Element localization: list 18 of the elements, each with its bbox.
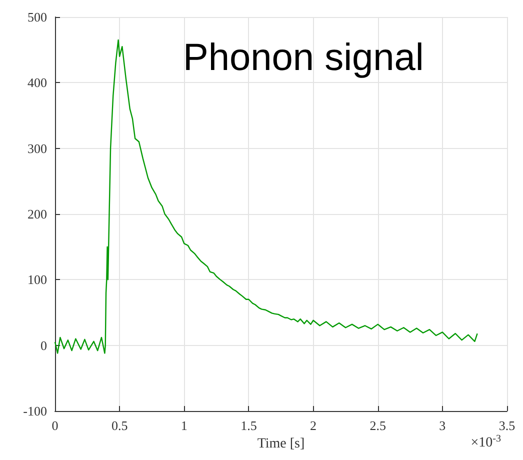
- y-tick-label: 100: [28, 272, 47, 288]
- y-tick-label: 200: [28, 206, 47, 222]
- x-tick-label: 0.5: [111, 418, 128, 433]
- x-tick-label: 3.5: [498, 418, 516, 433]
- y-tick-label: 400: [28, 75, 47, 90]
- y-tick-label: 0: [40, 338, 47, 353]
- x-tick-label: 3: [439, 418, 446, 433]
- x-tick-label: 2.5: [370, 418, 386, 433]
- x-tick-label: 1.5: [240, 418, 257, 433]
- text: Phonon signal: [183, 37, 424, 79]
- x-axis-title: Time [s]: [257, 436, 305, 452]
- y-tick-label: -100: [23, 404, 47, 418]
- y-tick-label: 500: [28, 10, 47, 24]
- x-tick-label: 1: [180, 418, 188, 433]
- line-series: [54, 39, 478, 354]
- y-tick-label: 300: [28, 140, 47, 156]
- x-tick-label: 2: [310, 418, 317, 433]
- x-tick-label: 0: [52, 418, 58, 433]
